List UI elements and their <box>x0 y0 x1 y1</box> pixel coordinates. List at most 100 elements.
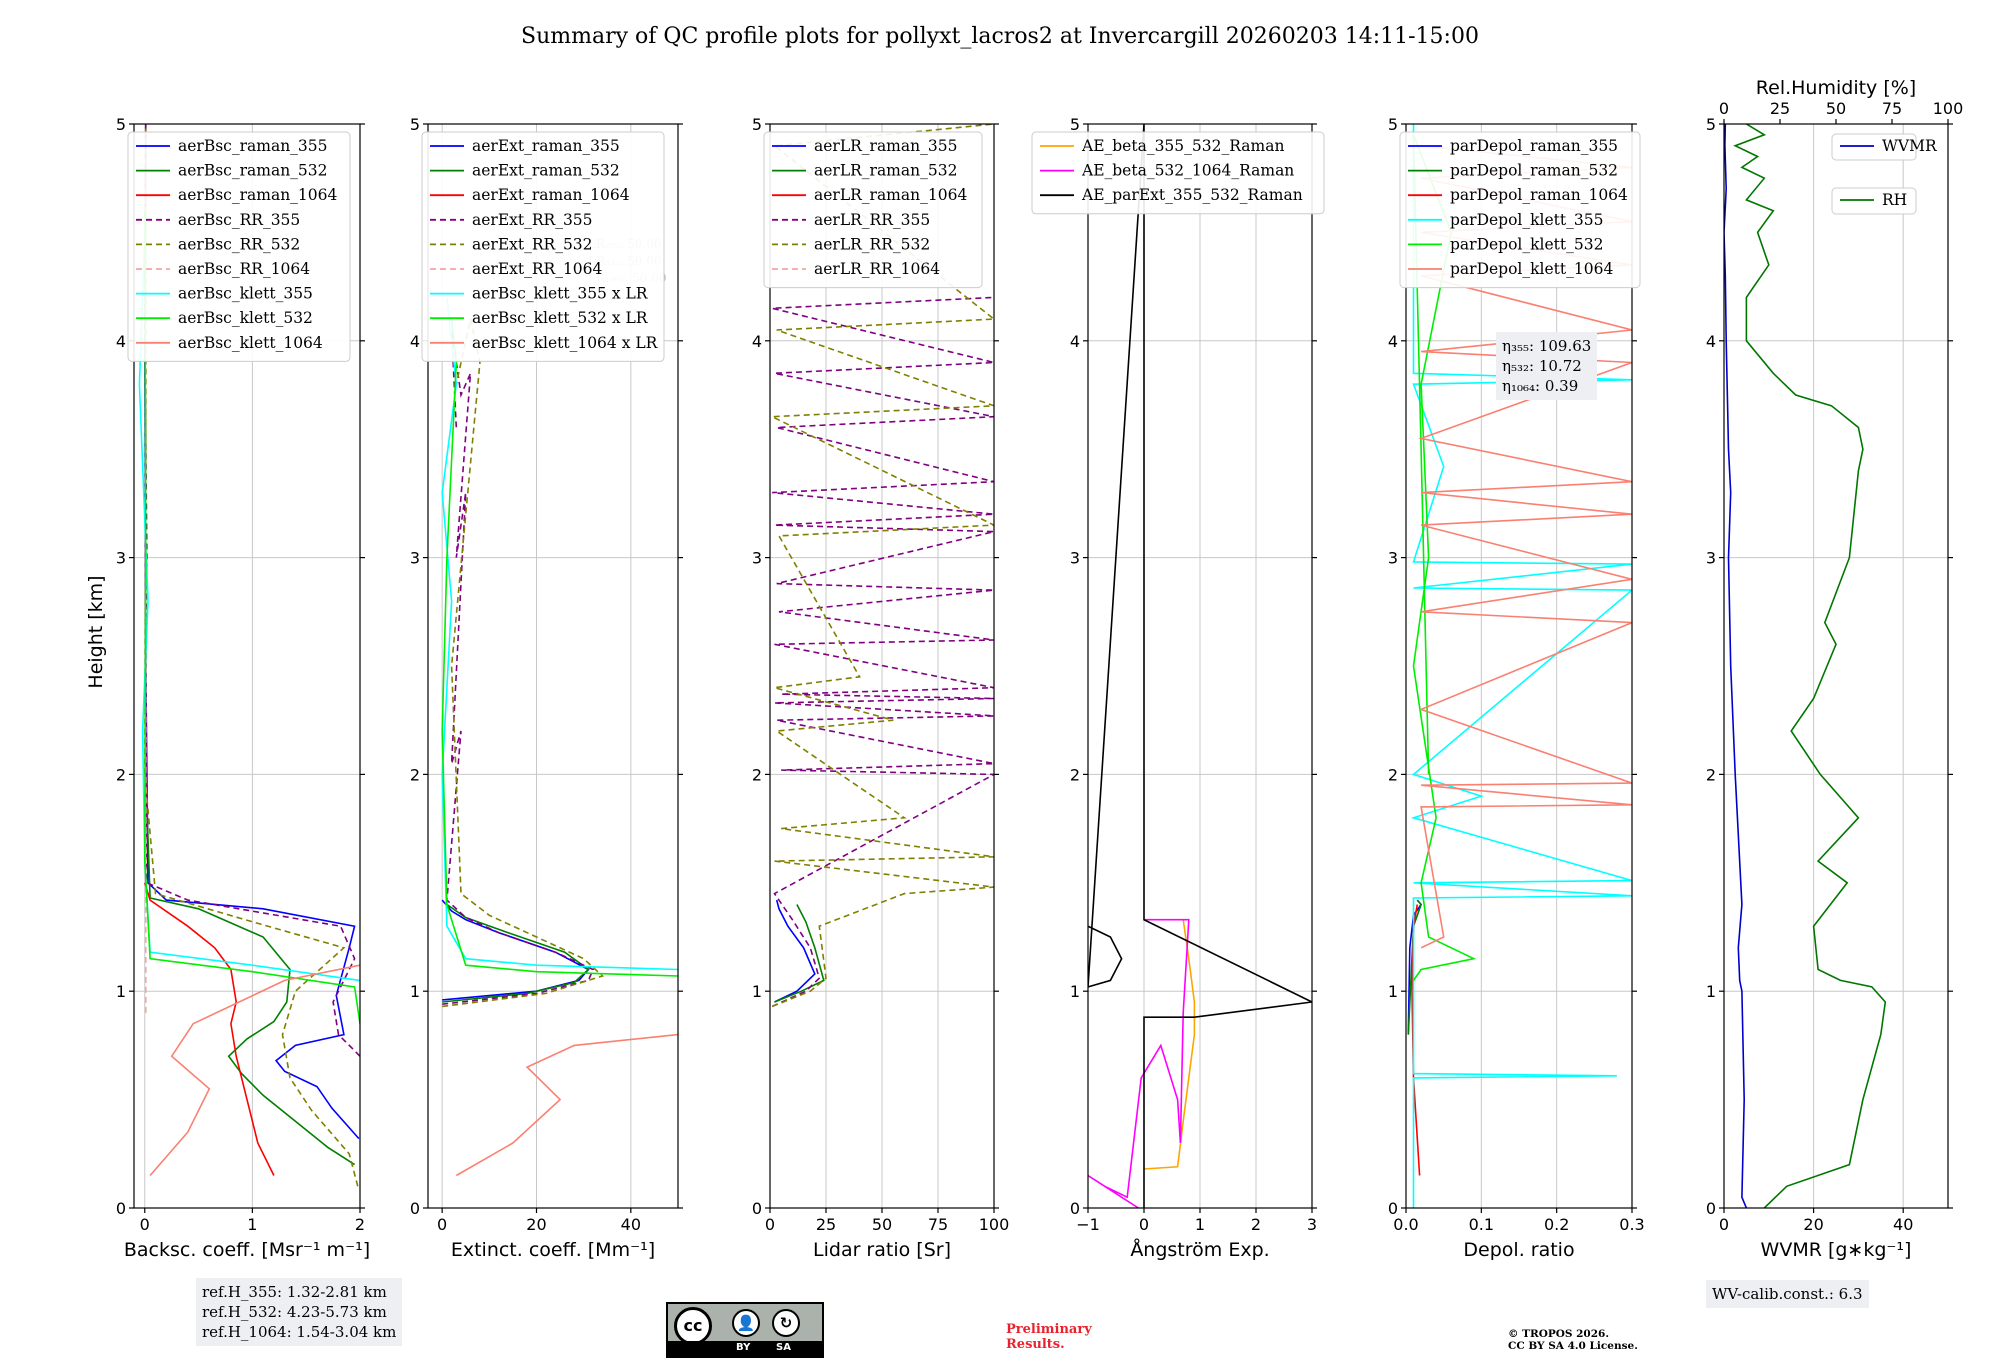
x-tick-label: 2 <box>355 1215 365 1234</box>
top-x-tick-label: 75 <box>1882 99 1902 118</box>
badge-by-label: BY <box>736 1342 751 1353</box>
y-tick-label: 1 <box>410 982 420 1001</box>
panel-1: 0 1 2 3 4 5 0 1 2 Backsc. coeff. [Msr⁻¹ m⁻¹] aerBs… <box>116 115 370 1261</box>
legend-box <box>1831 187 1917 215</box>
refh-annotation: ref.H_355: 1.32-2.81 km ref.H_532: 4.23-… <box>196 1278 403 1346</box>
top-axis-label: Rel.Humidity [%] <box>1756 77 1916 99</box>
legend-entry: parDepol_klett_355 <box>1450 211 1603 229</box>
legend-entry: aerExt_RR_1064 <box>472 260 603 278</box>
legend-entry: aerExt_RR_355 <box>472 211 593 229</box>
top-x-tick-label: 25 <box>1770 99 1790 118</box>
legend-entry: aerBsc_raman_532 <box>178 162 328 180</box>
y-tick-label: 2 <box>116 765 126 784</box>
y-tick-label: 5 <box>1070 115 1080 134</box>
y-tick-label: 0 <box>1706 1199 1716 1218</box>
x-axis-label: Depol. ratio <box>1463 1239 1574 1261</box>
y-tick-label: 2 <box>1706 765 1716 784</box>
x-axis-label: Extinct. coeff. [Mm⁻¹] <box>451 1239 655 1261</box>
preliminary-results-note: Preliminary Results. <box>1006 1322 1092 1352</box>
x-tick-label: 100 <box>979 1215 1010 1234</box>
refh-1064: ref.H_1064: 1.54-3.04 km <box>202 1323 397 1341</box>
axes-frame <box>1405 123 1633 1209</box>
x-tick-label: 0.1 <box>1469 1215 1494 1234</box>
top-x-tick-label: 50 <box>1826 99 1846 118</box>
series-line-aerBsc_raman_355 <box>144 340 360 1140</box>
series-line-parDepol_raman_1064 <box>1411 904 1421 1176</box>
series-line-aerExt_RR_355 <box>442 329 595 1005</box>
legend-entry: aerBsc_raman_1064 <box>178 186 338 204</box>
y-tick-label: 0 <box>116 1199 126 1218</box>
y-tick-label: 1 <box>116 982 126 1001</box>
x-tick-label: 0.2 <box>1544 1215 1569 1234</box>
x-tick-label: 40 <box>1893 1215 1913 1234</box>
badge-sa-label: SA <box>776 1342 791 1353</box>
legend-entry: parDepol_raman_532 <box>1450 162 1618 180</box>
legend-entry: AE_beta_355_532_Raman <box>1081 137 1284 155</box>
x-tick-label: 3 <box>1307 1215 1317 1234</box>
y-tick-label: 3 <box>1706 549 1716 568</box>
legend-box <box>1831 133 1917 161</box>
series-line-aerBsc_klett_532 <box>143 210 360 1024</box>
x-tick-label: 1 <box>1195 1215 1205 1234</box>
y-tick-label: 3 <box>1070 549 1080 568</box>
y-tick-label: 5 <box>1388 115 1398 134</box>
y-tick-label: 5 <box>116 115 126 134</box>
legend-entry: aerExt_raman_1064 <box>472 186 630 204</box>
legend-entry: WVMR <box>1882 137 1938 155</box>
axes-frame <box>133 123 361 1209</box>
copyright-line-1: © TROPOS 2026. <box>1508 1328 1610 1340</box>
refh-355: ref.H_355: 1.32-2.81 km <box>202 1283 387 1301</box>
legend-entry: aerBsc_klett_532 <box>178 309 313 327</box>
legend-box <box>1399 131 1641 289</box>
y-tick-label: 2 <box>752 765 762 784</box>
y-tick-label: 0 <box>1388 1199 1398 1218</box>
legend: aerBsc_raman_355 aerBsc_raman_532 aerBsc_r… <box>127 131 351 362</box>
legend: parDepol_raman_355 parDepol_raman_532 parD… <box>1399 131 1641 289</box>
legend-entry: aerLR_RR_532 <box>814 235 930 253</box>
series-line-aerBsc_klett_355 <box>138 232 360 982</box>
legend-entry: RH <box>1882 191 1907 209</box>
series-group <box>1724 124 1887 1208</box>
series-line-aerLR_RR_532 <box>771 124 994 1008</box>
x-tick-label: 25 <box>816 1215 836 1234</box>
series-line-AE_parExt_355_532_Raman <box>1088 124 1312 1208</box>
legend-entry: parDepol_raman_355 <box>1450 137 1618 155</box>
series-line-WVMR <box>1724 124 1748 1208</box>
y-tick-label: 4 <box>1706 332 1716 351</box>
legend-box <box>127 131 351 362</box>
x-tick-label: 75 <box>928 1215 948 1234</box>
y-tick-label: 5 <box>1706 115 1716 134</box>
x-tick-label: 2 <box>1251 1215 1261 1234</box>
wv-calib-const: WV-calib.const.: 6.3 <box>1712 1285 1863 1303</box>
legend-entry: aerLR_raman_532 <box>814 162 957 180</box>
top-x-tick-label: 100 <box>1933 99 1964 118</box>
series-line-aerBsc_klett_1064 <box>149 964 360 1177</box>
y-tick-label: 4 <box>1070 332 1080 351</box>
legend-entry: parDepol_raman_1064 <box>1450 186 1628 204</box>
series-line-RH <box>1733 124 1887 1208</box>
legend-entry: AE_parExt_355_532_Raman <box>1081 186 1303 204</box>
y-tick-label: 0 <box>752 1199 762 1218</box>
legend: AE_beta_355_532_Raman AE_beta_532_1064_Ra… <box>1031 131 1325 215</box>
panel-5: 0 1 2 3 4 5 0.0 0.1 0.2 0.3 Depol. ratio parDepol_r… <box>1388 115 1645 1261</box>
top-x-tick-label: 0 <box>1719 99 1729 118</box>
legend-entry: aerBsc_klett_355 <box>178 285 313 303</box>
legend-entry: aerExt_raman_532 <box>472 162 620 180</box>
series-line-aerBsc_klett_355 x LR <box>441 297 678 971</box>
by-person-icon: 👤 <box>732 1309 760 1337</box>
x-axis-label: Lidar ratio [Sr] <box>813 1239 951 1261</box>
cc-license-badge: cc 👤 ↻ BY SA <box>666 1302 824 1358</box>
x-tick-label: 1 <box>247 1215 257 1234</box>
x-axis-label: Ångström Exp. <box>1130 1238 1269 1261</box>
y-tick-label: 3 <box>116 549 126 568</box>
x-axis-label: Backsc. coeff. [Msr⁻¹ m⁻¹] <box>124 1239 370 1261</box>
series-line-parDepol_raman_532 <box>1407 899 1423 1035</box>
figure-title: Summary of QC profile plots for pollyxt_… <box>521 24 1479 49</box>
legend-entry: aerBsc_RR_355 <box>178 211 300 229</box>
y-tick-label: 3 <box>1388 549 1398 568</box>
y-tick-label: 3 <box>410 549 420 568</box>
legend-entry: aerBsc_klett_532 x LR <box>472 309 649 327</box>
legend-entry: aerLR_RR_1064 <box>814 260 940 278</box>
y-tick-label: 2 <box>1070 765 1080 784</box>
